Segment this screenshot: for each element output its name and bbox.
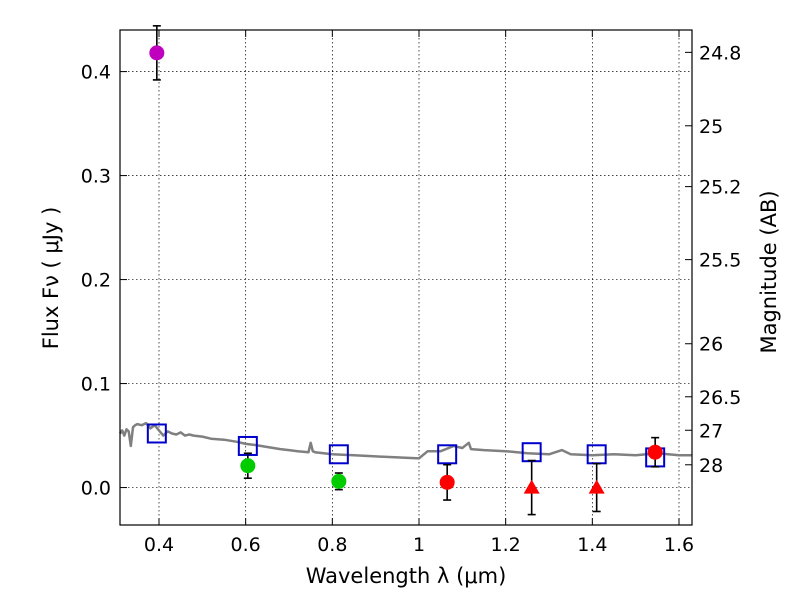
observed-upper-limit-triangle [588,479,605,494]
x-tick-label: 1.6 [664,534,694,556]
y-tick-label: 0.4 [81,62,111,84]
y-tick-label: 0.3 [81,166,111,188]
plot-frame [119,29,693,526]
model-flux-square [146,423,167,444]
x-tick-label: 0.6 [231,534,261,556]
data-series [118,25,692,516]
observed-flux-point [647,444,663,460]
observed-flux-point [439,474,455,490]
y-tick-label: 0.0 [81,478,111,500]
observed-flux-point [331,473,347,489]
y2-tick-label: 28 [699,455,723,477]
y2-tick-label: 26.5 [699,387,741,409]
model-flux-square [328,444,349,465]
observed-flux-point [149,45,165,61]
x-tick-label: 0.4 [144,534,174,556]
x-tick-label: 1.2 [491,534,521,556]
observed-upper-limit-triangle [523,479,540,494]
y2-tick-label: 27 [699,420,723,442]
model-flux-square [437,444,458,465]
x-tick-label: 0.8 [317,534,347,556]
x-axis-label: Wavelength λ (μm) [306,564,507,588]
y-axis-label: Flux Fν ( μJy ) [39,207,63,350]
x-tick-label: 1 [413,534,425,556]
observed-flux-point [240,458,256,474]
y-tick-label: 0.1 [81,374,111,396]
y-tick-label: 0.2 [81,270,111,292]
y2-tick-label: 25.5 [699,250,741,272]
y2-tick-label: 24.8 [699,42,741,64]
x-tick-label: 1.4 [577,534,607,556]
y2-tick-label: 25 [699,116,723,138]
y2-tick-label: 26 [699,334,723,356]
y2-axis-label: Magnitude (AB) [757,190,781,353]
model-spectrum-line [118,421,692,460]
axis-ticks: 0.4 0.6 0.8 1 1.2 1.4 1.6 0.0 0.1 0.2 0.3 0.4 24.8 25… [81,30,741,556]
y2-tick-label: 25.2 [699,177,741,199]
